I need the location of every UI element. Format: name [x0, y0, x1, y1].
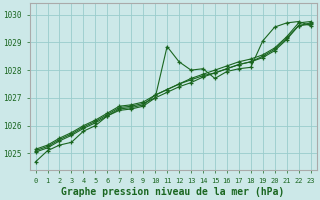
X-axis label: Graphe pression niveau de la mer (hPa): Graphe pression niveau de la mer (hPa): [61, 186, 285, 197]
